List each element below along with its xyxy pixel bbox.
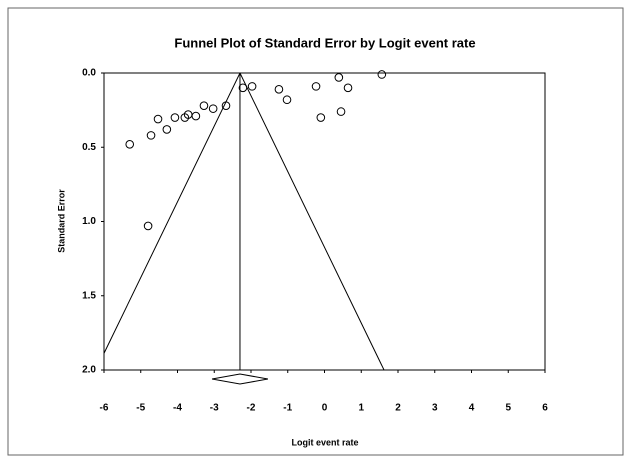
study-point [199, 101, 209, 110]
x-tick-label: 1 [358, 403, 364, 414]
study-point [221, 101, 231, 110]
x-tick-label: -1 [283, 403, 292, 414]
study-point [247, 82, 257, 91]
study-point [153, 114, 163, 124]
y-axis-title: Standard Error [56, 189, 66, 253]
study-point [143, 221, 153, 231]
x-tick-label: 3 [432, 403, 438, 414]
x-tick-label: 0 [322, 403, 328, 414]
study-point [170, 113, 180, 122]
x-tick-label: -4 [173, 403, 182, 414]
y-tick-label: 0.5 [82, 142, 96, 153]
summary-diamond [211, 373, 268, 385]
study-point [336, 107, 346, 116]
study-point [334, 73, 344, 82]
frame [7, 7, 624, 456]
y-tick-label: 2.0 [82, 365, 96, 376]
y-tick-label: 1.0 [82, 216, 96, 227]
y-tick-label: 0.0 [82, 68, 96, 79]
x-tick-label: 4 [469, 403, 475, 414]
study-point [311, 82, 321, 91]
x-tick-label: 6 [542, 403, 548, 414]
study-point [125, 139, 135, 149]
study-point [238, 83, 248, 93]
study-point [191, 111, 201, 121]
study-point [282, 95, 292, 105]
study-point [274, 85, 284, 94]
study-point [162, 125, 172, 134]
x-tick-label: -3 [210, 403, 219, 414]
study-point [377, 70, 387, 79]
x-tick-label: -5 [136, 403, 145, 414]
study-point [343, 83, 353, 93]
x-tick-label: -6 [100, 403, 109, 414]
x-axis-title: Logit event rate [291, 437, 358, 447]
x-tick-label: -2 [247, 403, 256, 414]
study-point [316, 113, 326, 122]
y-tick-label: 1.5 [82, 290, 96, 301]
chart-title: Funnel Plot of Standard Error by Logit e… [174, 35, 475, 50]
x-tick-label: 2 [395, 403, 401, 414]
funnel-line [104, 73, 385, 370]
study-point [208, 104, 218, 113]
study-point [146, 131, 156, 140]
x-tick-label: 5 [505, 403, 511, 414]
